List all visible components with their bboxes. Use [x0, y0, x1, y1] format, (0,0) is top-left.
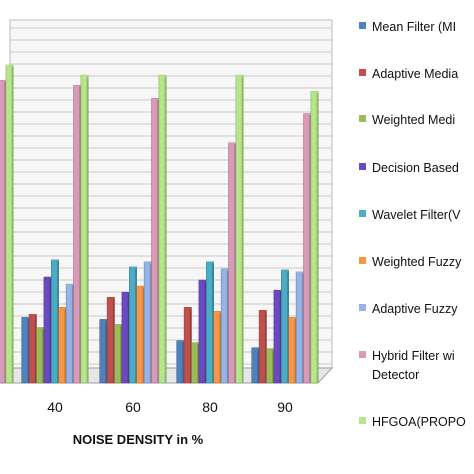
- legend-swatch: [359, 417, 366, 424]
- bar: [191, 342, 200, 384]
- bar: [99, 319, 108, 384]
- bar: [151, 98, 160, 384]
- legend-item: Adaptive Media: [359, 67, 458, 81]
- legend-label: Hybrid Filter wi: [372, 349, 455, 363]
- bar: [220, 268, 229, 384]
- legend-swatch: [359, 69, 366, 76]
- bar: [5, 64, 14, 384]
- legend-swatch: [359, 115, 366, 122]
- legend-swatch: [359, 210, 366, 217]
- legend-label: Detector: [372, 368, 419, 382]
- x-tick-label: 60: [125, 399, 141, 415]
- legend-label: Decision Based: [372, 161, 459, 175]
- legend-label: Wavelet Filter(V: [372, 208, 461, 222]
- bar: [21, 317, 30, 384]
- bar: [58, 307, 67, 384]
- bar: [51, 259, 59, 384]
- x-tick-labels: 40 60 80 90: [47, 399, 293, 415]
- x-tick-label: 90: [277, 399, 293, 415]
- legend-item: Weighted Fuzzy: [359, 255, 462, 269]
- legend-item: Adaptive Fuzzy: [359, 302, 458, 316]
- bars: [0, 64, 319, 384]
- bar: [176, 340, 185, 384]
- legend-item: Weighted Medi: [359, 113, 455, 127]
- bar: [143, 261, 152, 384]
- legend-swatch: [359, 351, 366, 358]
- bar: [206, 261, 214, 384]
- bar: [136, 285, 145, 384]
- legend-label-continuation: Detector: [372, 368, 419, 382]
- legend-item: Decision Based: [359, 161, 459, 175]
- legend-swatch: [359, 22, 366, 29]
- bar: [183, 307, 192, 384]
- bar: [106, 296, 115, 384]
- bar: [65, 283, 74, 384]
- bar: [303, 113, 312, 384]
- bar: [114, 324, 123, 384]
- bar: [129, 266, 137, 384]
- legend-item: Mean Filter (MI: [359, 20, 456, 34]
- bar: [213, 311, 222, 384]
- bar: [235, 74, 244, 384]
- bar: [36, 327, 45, 384]
- legend-item: HFGOA(PROPO: [359, 415, 466, 429]
- bar: [80, 74, 89, 384]
- x-tick-label: 80: [202, 399, 218, 415]
- legend-item: Wavelet Filter(V: [359, 208, 461, 222]
- legend-label: Weighted Medi: [372, 113, 455, 127]
- bar: [281, 269, 289, 384]
- bar: [288, 317, 297, 384]
- legend: Mean Filter (MI Adaptive Media Weighted Me…: [359, 20, 466, 429]
- bar: [28, 314, 37, 384]
- bar: [273, 289, 282, 384]
- legend-label: Adaptive Media: [372, 67, 458, 81]
- legend-label: HFGOA(PROPO: [372, 415, 466, 429]
- legend-label: Mean Filter (MI: [372, 20, 456, 34]
- bar: [228, 142, 237, 384]
- legend-item: Hybrid Filter wi: [359, 349, 455, 363]
- bar: [198, 279, 207, 384]
- x-axis-title: NOISE DENSITY in %: [73, 432, 204, 447]
- legend-swatch: [359, 257, 366, 264]
- bar: [310, 91, 319, 384]
- bar: [0, 79, 7, 384]
- bar: [258, 310, 267, 384]
- x-tick-label: 40: [47, 399, 63, 415]
- legend-label: Adaptive Fuzzy: [372, 302, 458, 316]
- bar: [43, 276, 52, 384]
- bar: [73, 84, 82, 384]
- bar: [266, 348, 275, 384]
- bar: [295, 271, 304, 384]
- legend-swatch: [359, 163, 366, 170]
- legend-label: Weighted Fuzzy: [372, 255, 462, 269]
- legend-swatch: [359, 304, 366, 311]
- bar: [121, 291, 130, 384]
- bar: [158, 74, 167, 384]
- bar: [251, 347, 260, 384]
